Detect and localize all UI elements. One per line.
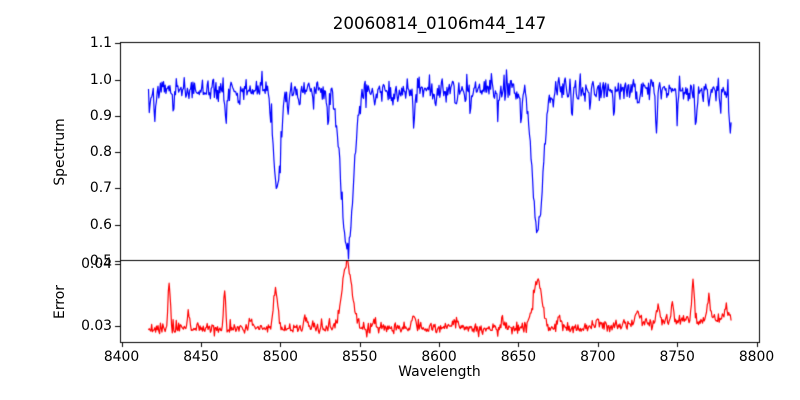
y-tick-label-0.5: 0.5 <box>89 253 112 269</box>
y-tick-label-1.0: 1.0 <box>89 71 112 88</box>
y-tick-label-0.03: 0.03 <box>81 317 112 334</box>
y-tick-label-0.8: 0.8 <box>89 144 112 161</box>
x-tick-label-8800: 8800 <box>738 349 775 365</box>
x-tick-label-8500: 8500 <box>262 349 298 365</box>
x-axis-label: Wavelength <box>398 364 481 380</box>
x-tick-label-8750: 8750 <box>659 349 695 365</box>
x-tick-label-8400: 8400 <box>103 349 140 365</box>
y-tick-label-0.6: 0.6 <box>89 216 112 233</box>
x-tick-label-8600: 8600 <box>421 349 457 365</box>
x-tick-label-8550: 8550 <box>341 349 378 365</box>
x-tick-label-8700: 8700 <box>580 349 616 365</box>
y-tick-label-1.1: 1.1 <box>89 35 112 52</box>
chart-title: 20060814_0106m44_147 <box>332 13 547 33</box>
y-tick-label-0.7: 0.7 <box>89 180 112 197</box>
y-tick-label-0.9: 0.9 <box>89 107 112 124</box>
x-tick-label-8650: 8650 <box>500 349 537 365</box>
y-tick-label-0.04: 0.04 <box>81 255 112 272</box>
x-tick-label-8450: 8450 <box>183 349 219 365</box>
